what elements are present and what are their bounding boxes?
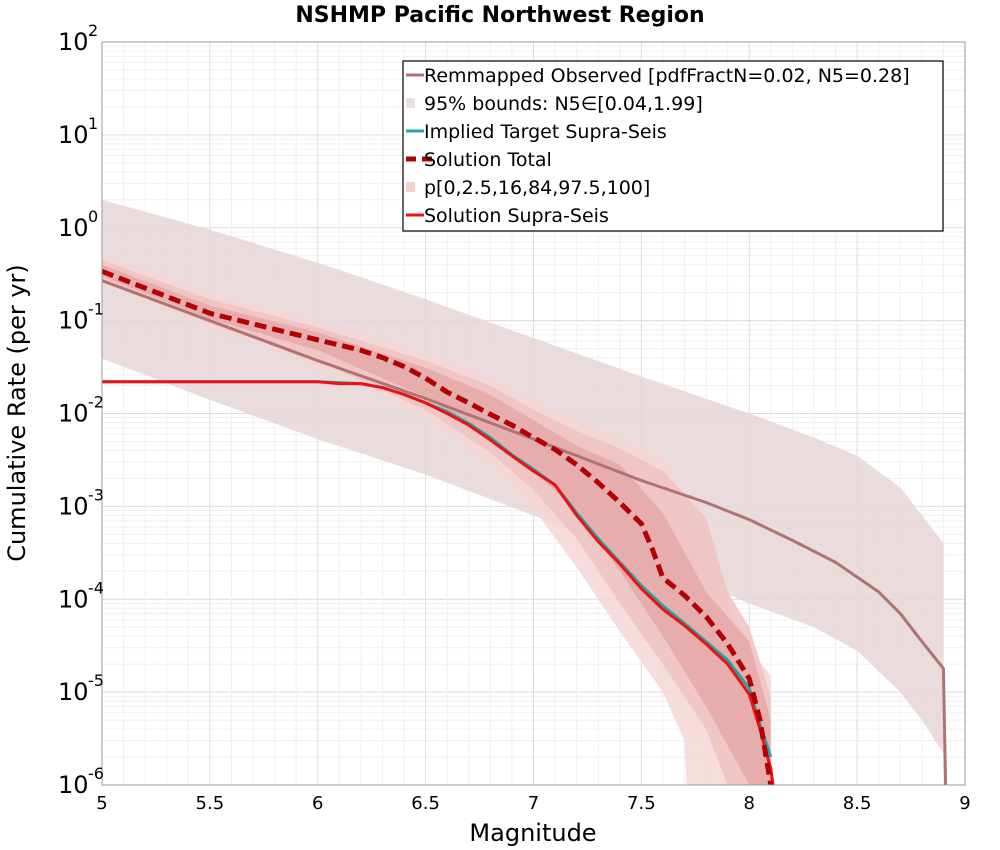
y-tick-label: 10: [58, 678, 89, 706]
y-tick-exponent: 2: [88, 21, 98, 40]
x-tick-label: 6: [312, 793, 323, 814]
legend-item: Solution Total: [406, 149, 552, 171]
solution-percentile-band-2: [102, 264, 771, 785]
y-tick-exponent: -2: [88, 393, 104, 412]
x-tick-label: 9: [959, 793, 970, 814]
legend-label: Remmapped Observed [pdfFractN=0.02, N5=0…: [424, 65, 910, 87]
x-tick-label: 5: [96, 793, 107, 814]
plot-frame: [101, 41, 966, 786]
y-tick-exponent: 0: [88, 207, 98, 226]
x-tick-label: 7.5: [627, 793, 656, 814]
legend-label: Solution Total: [424, 149, 552, 171]
legend-swatch: [406, 98, 415, 108]
x-axis-ticks: 5 5.5 6 6.5 7 7.5 8 8.5 9: [96, 793, 970, 814]
solution-supra-seis-line: [102, 380, 775, 786]
y-tick-exponent: -3: [88, 485, 104, 504]
y-tick-label: 10: [58, 28, 89, 56]
x-tick-label: 8: [744, 793, 755, 814]
y-tick-label: 10: [58, 121, 89, 149]
legend-label: Solution Supra-Seis: [424, 205, 609, 227]
x-tick-label: 8.5: [843, 793, 872, 814]
x-tick-label: 5.5: [196, 793, 225, 814]
legend-box: [402, 60, 944, 232]
x-tick-label: 6.5: [411, 793, 440, 814]
y-tick-label: 10: [58, 585, 89, 613]
series-lines: [101, 268, 948, 786]
y-tick-exponent: -1: [88, 300, 104, 319]
legend-item: p[0,2.5,16,84,97.5,100]: [406, 177, 650, 199]
y-tick-exponent: 1: [88, 114, 98, 133]
y-tick-exponent: -5: [88, 671, 104, 690]
legend-label: p[0,2.5,16,84,97.5,100]: [424, 177, 650, 199]
y-tick-exponent: -4: [88, 578, 104, 597]
y-tick-label: 10: [58, 307, 89, 335]
y-axis-label: Cumulative Rate (per yr): [3, 264, 31, 562]
legend-label: Implied Target Supra-Seis: [424, 121, 667, 143]
x-tick-label: 7: [528, 793, 539, 814]
legend-label: 95% bounds: N5∈[0.04,1.99]: [424, 93, 703, 115]
solution-total-line: [101, 268, 774, 786]
y-tick-label: 10: [58, 492, 89, 520]
legend-swatch: [406, 182, 415, 192]
y-tick-exponent: -6: [88, 764, 104, 783]
chart-title: NSHMP Pacific Northwest Region: [295, 3, 704, 28]
observed-line: [101, 279, 948, 786]
x-axis-label: Magnitude: [469, 819, 596, 847]
legend-item: Implied Target Supra-Seis: [406, 121, 667, 143]
legend: Remmapped Observed [pdfFractN=0.02, N5=0…: [402, 60, 944, 232]
y-tick-label: 10: [58, 771, 89, 799]
legend-item: Remmapped Observed [pdfFractN=0.02, N5=0…: [406, 65, 910, 87]
y-tick-label: 10: [58, 214, 89, 242]
legend-item: 95% bounds: N5∈[0.04,1.99]: [406, 93, 703, 115]
y-tick-label: 10: [58, 400, 89, 428]
legend-item: Solution Supra-Seis: [406, 205, 609, 227]
